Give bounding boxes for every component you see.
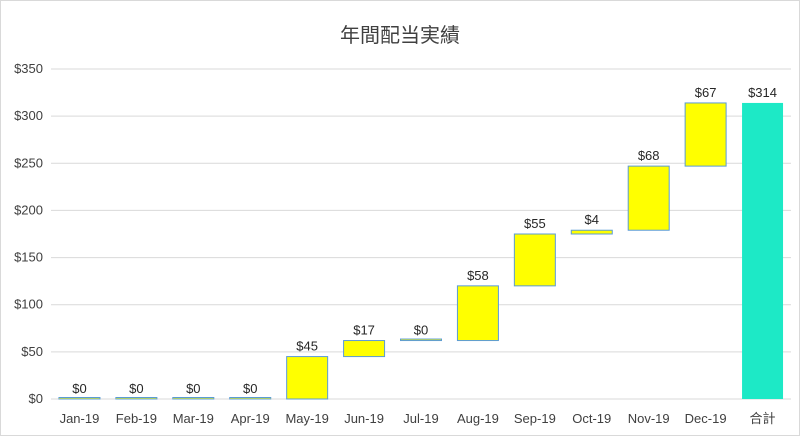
y-tick-label: $200	[14, 202, 43, 217]
x-tick-label: Jan-19	[60, 411, 100, 426]
data-label: $314	[748, 85, 777, 100]
x-tick-label: Nov-19	[628, 411, 670, 426]
x-tick-label: Jun-19	[344, 411, 384, 426]
data-label: $45	[296, 339, 318, 354]
x-tick-label: May-19	[285, 411, 328, 426]
y-tick-label: $50	[21, 344, 43, 359]
data-label: $68	[638, 148, 660, 163]
increase-bar	[400, 338, 442, 342]
data-label: $4	[585, 212, 599, 227]
increase-bar	[58, 397, 101, 400]
y-tick-label: $150	[14, 250, 43, 265]
increase-bar	[456, 285, 499, 342]
total-bar	[742, 102, 784, 399]
x-tick-label: Mar-19	[173, 411, 214, 426]
data-label: $0	[186, 381, 200, 396]
data-label: $67	[695, 85, 717, 100]
increase-bar	[172, 397, 215, 400]
y-tick-label: $0	[29, 391, 43, 406]
y-tick-label: $100	[14, 297, 43, 312]
x-tick-label: Sep-19	[514, 411, 556, 426]
data-label: $0	[72, 381, 86, 396]
y-tick-label: $300	[14, 108, 43, 123]
y-tick-label: $350	[14, 61, 43, 76]
data-label: $0	[129, 381, 143, 396]
x-tick-label: Aug-19	[457, 411, 499, 426]
increase-bar	[115, 397, 158, 400]
data-label: $0	[414, 323, 428, 338]
data-label: $55	[524, 216, 546, 231]
data-label: $17	[353, 323, 375, 338]
x-tick-label: 合計	[750, 411, 776, 426]
x-tick-label: Feb-19	[116, 411, 157, 426]
data-label: $0	[243, 381, 257, 396]
increase-bar	[286, 356, 329, 400]
x-tick-label: Jul-19	[403, 411, 438, 426]
data-label: $58	[467, 268, 489, 283]
increase-bar	[343, 340, 386, 358]
increase-bar	[684, 102, 727, 167]
increase-bar	[513, 233, 556, 287]
increase-bar	[570, 229, 613, 235]
x-tick-label: Oct-19	[572, 411, 611, 426]
increase-bar	[627, 165, 670, 231]
y-tick-label: $250	[14, 155, 43, 170]
increase-bar	[229, 397, 272, 400]
x-tick-label: Apr-19	[231, 411, 270, 426]
chart-title: 年間配当実績	[340, 23, 460, 47]
x-tick-label: Dec-19	[685, 411, 727, 426]
